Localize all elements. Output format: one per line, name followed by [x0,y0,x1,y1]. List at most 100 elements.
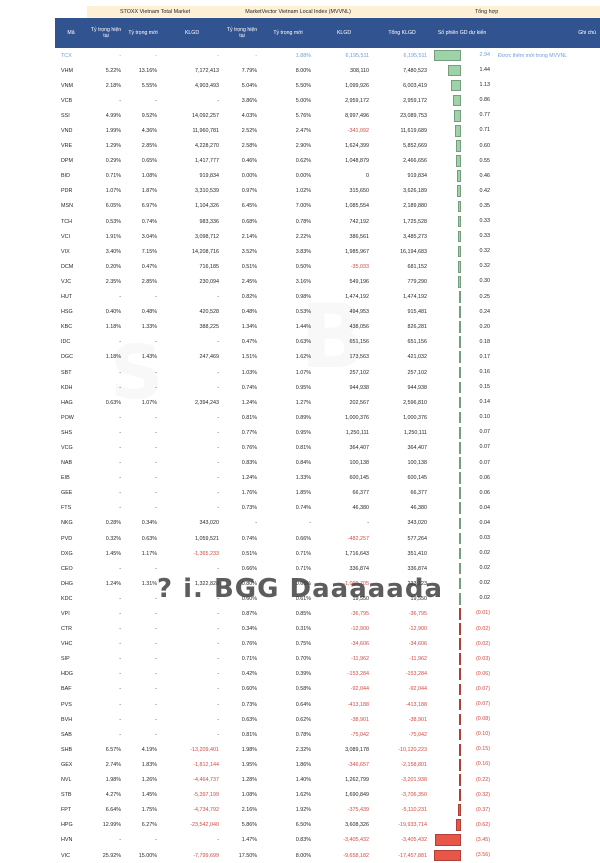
group-marketvector: MarketVector Vietnam Local Index (MVVNL) [223,6,374,18]
table-row[interactable]: BVH - - - 0.63% 0.62% -38,901 -38,901 (0.08) [55,712,600,727]
cell-expected-sessions-bar: (0.01) [431,606,493,621]
table-row[interactable]: VCG - - - 0.76% 0.81% 364,407 364,407 0.07 [55,440,600,455]
table-row[interactable]: TCX - - - - 1.88% 6,195,511 6,195,511 2.94 Được t… [55,48,600,63]
table-row[interactable]: SBT - - - 1.03% 1.07% 257,102 257,102 0.16 [55,365,600,380]
cell-stoxx-weight-new: 1.83% [141,761,157,768]
table-row[interactable]: VCB - - - 3.86% 5.00% 2,959,172 2,959,172 0.86 [55,93,600,108]
col-mv-klgd[interactable]: KLGD [315,18,374,48]
table-row[interactable]: VJC 2.35% 2.85% 230,094 2.45% 3.16% 549,196 779… [55,274,600,289]
col-mv-weight-current[interactable]: Tỷ trọng hiện tại [223,18,262,48]
table-row[interactable]: SIP - - - 0.71% 0.70% -11,962 -11,962 (0.03) [55,652,600,667]
table-row[interactable]: DPM 0.29% 0.65% 1,417,777 0.46% 0.62% 1,048,87… [55,154,600,169]
table-row[interactable]: NVL 1.98% 1.26% -4,464,737 1.28% 1.40% 1,262,7… [55,773,600,788]
table-row[interactable]: HDG - - - 0.42% 0.39% -153,284 -153,284 (0.06) [55,667,600,682]
cell-stoxx-klgd: -23,542,040 [190,822,220,829]
session-bar-value: 0.32 [479,248,491,255]
table-row[interactable]: VND 1.99% 4.36% 11,960,781 2.52% 2.47% -341,09… [55,123,600,138]
col-expected-sessions[interactable]: Số phiên GD dự kiến [431,18,494,48]
table-row[interactable]: VRE 1.29% 2.85% 4,228,270 2.58% 2.90% 1,624,39… [55,139,600,154]
cell-total-klgd: -38,901 [408,716,428,723]
table-row[interactable]: KBC 1.18% 1.33% 388,225 1.34% 1.44% 438,056 826… [55,320,600,335]
session-bar [459,608,462,620]
table-row[interactable]: TCH 0.53% 0.74% 983,336 0.68% 0.78% 742,192 1,7… [55,214,600,229]
cell-stoxx-weight-new: - [155,414,157,421]
table-row[interactable]: IDC - - - 0.47% 0.63% 651,156 651,156 0.18 [55,335,600,350]
table-row[interactable]: EIB - - - 1.24% 1.33% 600,145 600,145 0.06 [55,471,600,486]
table-row[interactable]: VPI - - - 0.87% 0.85% -36,795 -36,795 (0.01) [55,606,600,621]
table-row[interactable]: BID 0.71% 1.08% 919,834 0.00% 0.00% 0 919,834 0.… [55,169,600,184]
table-row[interactable]: KDC - - - 0.60% 0.61% 19,550 19,550 0.02 [55,591,600,606]
table-row[interactable]: NAB - - - 0.83% 0.84% 100,138 100,138 0.07 [55,456,600,471]
cell-stoxx-weight-new: 0.34% [141,520,157,527]
table-row[interactable]: HPG 12.99% 6.27% -23,542,040 5.86% 6.50% 3,608… [55,818,600,833]
table-row[interactable]: VIC 25.92% 15.00% -7,799,699 17.50% 8.00% -9,6… [55,848,600,863]
table-row[interactable]: STB 4.27% 1.45% -5,397,199 1.08% 1.62% 1,690,8… [55,788,600,803]
table-row[interactable]: VCI 1.91% 3.04% 3,098,712 2.14% 2.22% 386,561 3… [55,229,600,244]
cell-ticker: KDC [61,595,73,602]
table-row[interactable]: FTS - - - 0.73% 0.74% 46,380 46,380 0.04 [55,501,600,516]
cell-mv-weight-current: 1.98% [241,746,258,753]
col-stoxx-klgd[interactable]: KLGD [161,18,224,48]
cell-mv-weight-current: 2.14% [241,233,258,240]
cell-stoxx-weight-new: - [155,97,157,104]
session-bar-value: 0.07 [479,429,491,436]
cell-mv-klgd: 651,156 [349,339,370,346]
table-row[interactable]: DCM 0.20% 0.47% 716,185 0.51% 0.50% -35,033 681… [55,259,600,274]
cell-mv-klgd: 19,550 [352,595,370,602]
table-row[interactable]: SHS - - - 0.77% 0.95% 1,250,111 1,250,111 0.07 [55,425,600,440]
cell-note [493,169,600,184]
table-row[interactable]: NKG 0.28% 0.34% 343,020 - - - 343,020 0.04 [55,516,600,531]
table-row[interactable]: HSG 0.40% 0.48% 420,528 0.48% 0.53% 494,953 915… [55,305,600,320]
session-bar [459,517,462,530]
table-row[interactable]: PVD 0.32% 0.63% 1,059,521 0.74% 0.66% -482,257… [55,531,600,546]
session-bar-value: 0.04 [479,504,491,511]
cell-mv-weight-current: 1.03% [241,369,258,376]
table-row[interactable]: VHC - - - 0.76% 0.75% -34,606 -34,606 (0.02) [55,637,600,652]
table-row[interactable]: HAG 0.63% 1.07% 2,394,243 1.24% 1.27% 202,567 2… [55,395,600,410]
table-row[interactable]: GEX 2.74% 1.83% -1,812,144 1.95% 1.86% -346,65… [55,757,600,772]
cell-ticker: SSI [61,112,70,119]
cell-stoxx-weight-new: 6.27% [141,822,157,829]
cell-ticker: VCI [61,233,70,240]
table-row[interactable]: MSN 6.05% 6.97% 1,104,326 6.45% 7.00% 1,085,55… [55,199,600,214]
table-row[interactable]: HUT - - - 0.82% 0.98% 1,474,192 1,474,192 0.25 [55,290,600,305]
cell-expected-sessions-bar: (0.22) [431,773,493,788]
table-row[interactable]: SHB 6.57% 4.19% -13,209,401 1.98% 2.32% 3,089,… [55,742,600,757]
cell-stoxx-weight-current: 0.32% [105,535,121,542]
table-row[interactable]: SAB - - - 0.81% 0.78% -75,042 -75,042 (0.10) [55,727,600,742]
table-row[interactable]: DXG 1.45% 1.17% -1,365,233 0.51% 0.71% 1,716,6… [55,546,600,561]
col-ma[interactable]: Mã [55,18,87,48]
cell-mv-weight-new: 2.47% [295,128,312,135]
table-row[interactable]: VIX 3.40% 7.15% 14,208,716 3.52% 3.83% 1,985,9… [55,244,600,259]
cell-total-klgd: 600,145 [407,475,428,482]
table-row[interactable]: VNM 2.18% 5.55% 4,903,493 5.04% 5.50% 1,099,92… [55,78,600,93]
cell-mv-weight-current: 3.52% [241,248,258,255]
cell-expected-sessions-bar: 0.35 [431,199,493,214]
col-mv-weight-new[interactable]: Tỷ trọng mới [261,18,316,48]
cell-total-klgd: 5,852,669 [403,143,428,150]
table-row[interactable]: HVN - - - 1.47% 0.83% -3,405,432 -3,405,432 (3.4… [55,833,600,848]
cell-note [493,712,600,727]
table-row[interactable]: PVS - - - 0.73% 0.64% -413,188 -413,188 (0.07) [55,697,600,712]
table-row[interactable]: SSI 4.99% 9.52% 14,092,257 4.03% 5.76% 8,997,4… [55,108,600,123]
table-row[interactable]: KDH - - - 0.74% 0.95% 944,938 944,938 0.15 [55,380,600,395]
col-stoxx-weight-new[interactable]: Tỷ trọng mới [125,18,161,48]
col-total-klgd[interactable]: Tổng KLGD [373,18,432,48]
col-note[interactable]: Ghi chú [493,18,600,48]
table-row[interactable]: GEE - - - 1.76% 1.85% 66,377 66,377 0.06 [55,486,600,501]
table-row[interactable]: FPT 6.64% 1.75% -4,734,792 2.16% 1.92% -375,43… [55,803,600,818]
group-stoxx: STOXX Vietnam Total Market [87,6,224,18]
table-row[interactable]: VHM 5.22% 13.16% 7,172,413 7.79% 8.00% 308,110… [55,63,600,78]
table-row[interactable]: DHG 1.24% 1.31% 1,322,828 0.80% 0.66% -1,099,7… [55,576,600,591]
table-row[interactable]: CTR - - - 0.34% 0.31% -12,900 -12,900 (0.02) [55,622,600,637]
table-row[interactable]: POW - - - 0.81% 0.89% 1,000,376 1,000,376 0.10 [55,410,600,425]
cell-stoxx-klgd: - [217,595,220,602]
table-row[interactable]: DGC 1.18% 1.43% 247,469 1.51% 1.62% 173,563 421… [55,350,600,365]
cell-mv-klgd: 1,250,111 [345,429,370,436]
session-bar-value: 0.46 [479,172,491,179]
session-bar [447,64,462,77]
table-row[interactable]: BAF - - - 0.60% 0.58% -92,044 -92,044 (0.07) [55,682,600,697]
col-stoxx-weight-current[interactable]: Tỷ trọng hiện tại [87,18,125,48]
table-row[interactable]: CEO - - - 0.66% 0.71% 336,874 336,874 0.02 [55,561,600,576]
table-row[interactable]: PDR 1.07% 1.87% 3,310,539 0.97% 1.02% 315,650 3… [55,184,600,199]
